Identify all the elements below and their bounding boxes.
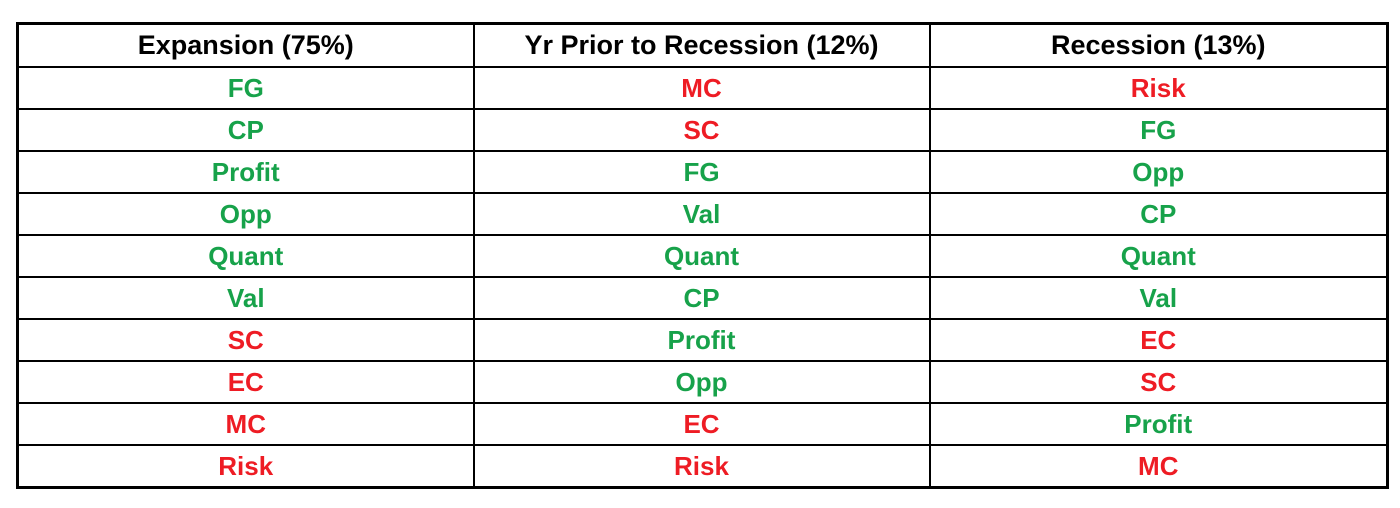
- table-cell-expansion: Quant: [16, 234, 475, 278]
- table-cell-yr-prior-to-recession: Val: [472, 192, 931, 236]
- table-cell-expansion: SC: [16, 318, 475, 362]
- table-row: Opp Val CP: [16, 192, 1389, 236]
- table-cell-recession: FG: [928, 108, 1389, 152]
- table-cell-expansion: Val: [16, 276, 475, 320]
- table-cell-yr-prior-to-recession: MC: [472, 66, 931, 110]
- table-cell-yr-prior-to-recession: CP: [472, 276, 931, 320]
- table-row: SC Profit EC: [16, 318, 1389, 362]
- table-row: Val CP Val: [16, 276, 1389, 320]
- table-cell-recession: Quant: [928, 234, 1389, 278]
- table-row: MC EC Profit: [16, 402, 1389, 446]
- table-cell-recession: CP: [928, 192, 1389, 236]
- table-cell-recession: Risk: [928, 66, 1389, 110]
- table-row: Quant Quant Quant: [16, 234, 1389, 278]
- table-cell-yr-prior-to-recession: SC: [472, 108, 931, 152]
- table-cell-recession: Val: [928, 276, 1389, 320]
- table-cell-expansion: MC: [16, 402, 475, 446]
- column-header-expansion: Expansion (75%): [16, 22, 475, 68]
- table-cell-recession: SC: [928, 360, 1389, 404]
- table-cell-yr-prior-to-recession: EC: [472, 402, 931, 446]
- table-cell-expansion: Profit: [16, 150, 475, 194]
- factor-ranking-table: Expansion (75%) Yr Prior to Recession (1…: [16, 22, 1389, 489]
- column-header-yr-prior-to-recession: Yr Prior to Recession (12%): [472, 22, 931, 68]
- table-header-row: Expansion (75%) Yr Prior to Recession (1…: [16, 22, 1389, 68]
- table-body: FG MC Risk CP SC FG Profit FG Opp Opp Val CP Quant Qu…: [16, 66, 1389, 489]
- table-cell-recession: EC: [928, 318, 1389, 362]
- table-cell-expansion: Opp: [16, 192, 475, 236]
- table-cell-expansion: FG: [16, 66, 475, 110]
- table-cell-yr-prior-to-recession: Profit: [472, 318, 931, 362]
- table-cell-yr-prior-to-recession: Quant: [472, 234, 931, 278]
- table-row: FG MC Risk: [16, 66, 1389, 110]
- table-cell-yr-prior-to-recession: FG: [472, 150, 931, 194]
- table-cell-yr-prior-to-recession: Opp: [472, 360, 931, 404]
- column-header-recession: Recession (13%): [928, 22, 1389, 68]
- table-cell-recession: MC: [928, 444, 1389, 489]
- table-cell-expansion: CP: [16, 108, 475, 152]
- table-row: Risk Risk MC: [16, 444, 1389, 489]
- table-cell-recession: Profit: [928, 402, 1389, 446]
- table-cell-yr-prior-to-recession: Risk: [472, 444, 931, 489]
- table-row: Profit FG Opp: [16, 150, 1389, 194]
- table-cell-expansion: Risk: [16, 444, 475, 489]
- factor-ranking-table-container: Expansion (75%) Yr Prior to Recession (1…: [16, 22, 1389, 489]
- table-row: EC Opp SC: [16, 360, 1389, 404]
- table-cell-expansion: EC: [16, 360, 475, 404]
- table-row: CP SC FG: [16, 108, 1389, 152]
- table-cell-recession: Opp: [928, 150, 1389, 194]
